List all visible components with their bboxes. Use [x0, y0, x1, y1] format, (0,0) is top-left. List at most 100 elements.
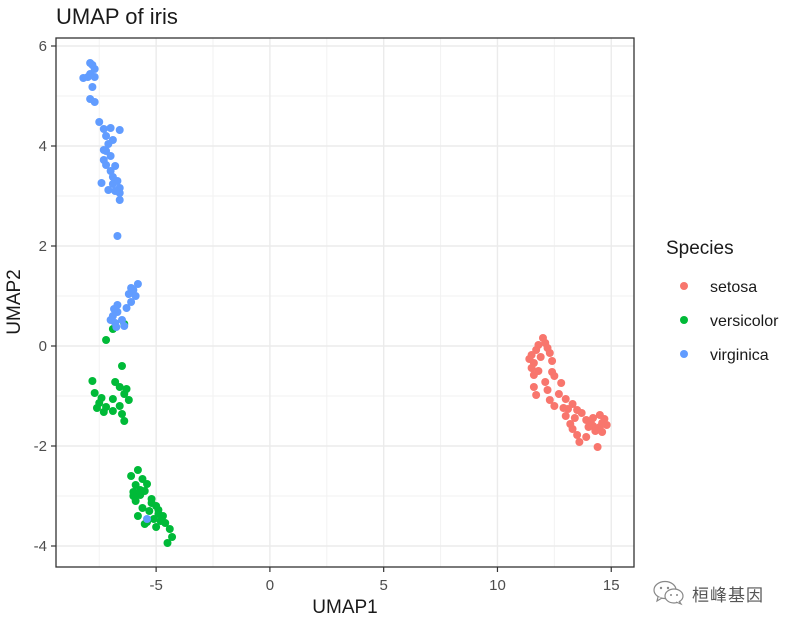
x-tick-label: -5	[149, 577, 162, 594]
point-virginica	[110, 305, 119, 313]
point-virginica	[115, 196, 124, 204]
point-virginica	[99, 125, 108, 133]
point-setosa	[593, 443, 602, 451]
point-virginica	[102, 147, 111, 155]
point-setosa	[545, 396, 554, 404]
gridlines	[56, 38, 634, 567]
point-versicolor	[163, 539, 172, 547]
point-setosa	[532, 391, 541, 399]
legend-title: Species	[666, 238, 734, 259]
point-virginica	[90, 73, 99, 81]
point-versicolor	[90, 389, 99, 397]
point-setosa	[529, 383, 538, 391]
y-tick-label: -2	[34, 438, 47, 455]
point-versicolor	[143, 480, 152, 488]
point-virginica	[131, 292, 140, 300]
point-setosa	[561, 395, 570, 403]
point-setosa	[568, 425, 577, 433]
point-setosa	[550, 372, 559, 380]
point-virginica	[106, 167, 115, 175]
point-virginica	[127, 284, 136, 292]
legend: Species setosa versicolor virginica	[666, 238, 779, 364]
x-tick-label: 0	[266, 577, 274, 594]
x-tick-label: 15	[603, 577, 620, 594]
legend-item-versicolor: versicolor	[680, 313, 779, 330]
point-versicolor	[133, 466, 142, 474]
y-tick-label: 4	[39, 138, 47, 155]
legend-key-versicolor	[680, 316, 688, 324]
point-virginica	[88, 83, 97, 91]
x-tick-label: 5	[380, 577, 388, 594]
y-axis-title: UMAP2	[4, 269, 25, 334]
point-setosa	[577, 409, 586, 417]
plot-panel	[56, 38, 634, 567]
chart-title: UMAP of iris	[56, 4, 178, 29]
point-setosa	[527, 364, 536, 372]
x-tick-label: 10	[489, 577, 506, 594]
point-virginica	[120, 322, 129, 330]
y-tick-label: 2	[39, 238, 47, 255]
watermark-text: 桓峰基因	[692, 585, 764, 606]
legend-label-setosa: setosa	[710, 279, 757, 296]
point-versicolor	[129, 492, 138, 500]
legend-label-versicolor: versicolor	[710, 313, 779, 330]
point-setosa	[545, 349, 554, 357]
legend-item-setosa: setosa	[680, 279, 757, 296]
point-versicolor	[168, 533, 177, 541]
point-setosa	[570, 414, 579, 422]
point-setosa	[554, 390, 563, 398]
point-versicolor	[140, 487, 149, 495]
panel-border	[55, 37, 635, 568]
point-versicolor	[158, 512, 167, 520]
point-versicolor	[165, 525, 174, 533]
legend-key-virginica	[680, 350, 688, 358]
y-axis: -4 -2 0 2 4 6	[34, 38, 56, 555]
point-versicolor	[92, 404, 101, 412]
point-setosa	[598, 419, 607, 427]
point-setosa	[584, 423, 593, 431]
point-versicolor	[117, 362, 126, 370]
point-versicolor	[115, 383, 124, 391]
legend-label-virginica: virginica	[710, 347, 769, 364]
point-setosa	[529, 371, 538, 379]
point-virginica	[104, 140, 113, 148]
point-setosa	[561, 412, 570, 420]
point-setosa	[548, 357, 557, 365]
x-axis-title: UMAP1	[312, 597, 377, 618]
point-setosa	[557, 379, 566, 387]
point-setosa	[559, 404, 568, 412]
y-tick-label: -4	[34, 538, 47, 555]
point-setosa	[543, 386, 552, 394]
point-virginica	[90, 98, 99, 106]
series-setosa	[525, 334, 611, 451]
point-versicolor	[149, 515, 158, 523]
point-setosa	[598, 428, 607, 436]
series-virginica	[79, 59, 152, 523]
point-virginica	[113, 232, 122, 240]
point-virginica	[122, 304, 131, 312]
point-versicolor	[120, 390, 129, 398]
point-virginica	[115, 189, 124, 197]
point-virginica	[102, 161, 111, 169]
legend-item-virginica: virginica	[680, 347, 769, 364]
data-points	[79, 59, 611, 547]
point-versicolor	[108, 407, 117, 415]
point-virginica	[102, 132, 111, 140]
point-setosa	[550, 402, 559, 410]
point-versicolor	[147, 499, 156, 507]
point-versicolor	[145, 507, 154, 515]
point-virginica	[106, 124, 115, 132]
point-versicolor	[108, 395, 117, 403]
point-virginica	[127, 298, 136, 306]
point-setosa	[573, 431, 582, 439]
point-virginica	[143, 515, 152, 523]
legend-key-setosa	[680, 282, 688, 290]
point-virginica	[124, 290, 133, 298]
point-virginica	[112, 323, 121, 331]
point-versicolor	[88, 377, 97, 385]
point-virginica	[97, 179, 106, 187]
point-virginica	[95, 118, 104, 126]
point-setosa	[582, 433, 591, 441]
point-virginica	[115, 126, 124, 134]
point-setosa	[541, 378, 550, 386]
